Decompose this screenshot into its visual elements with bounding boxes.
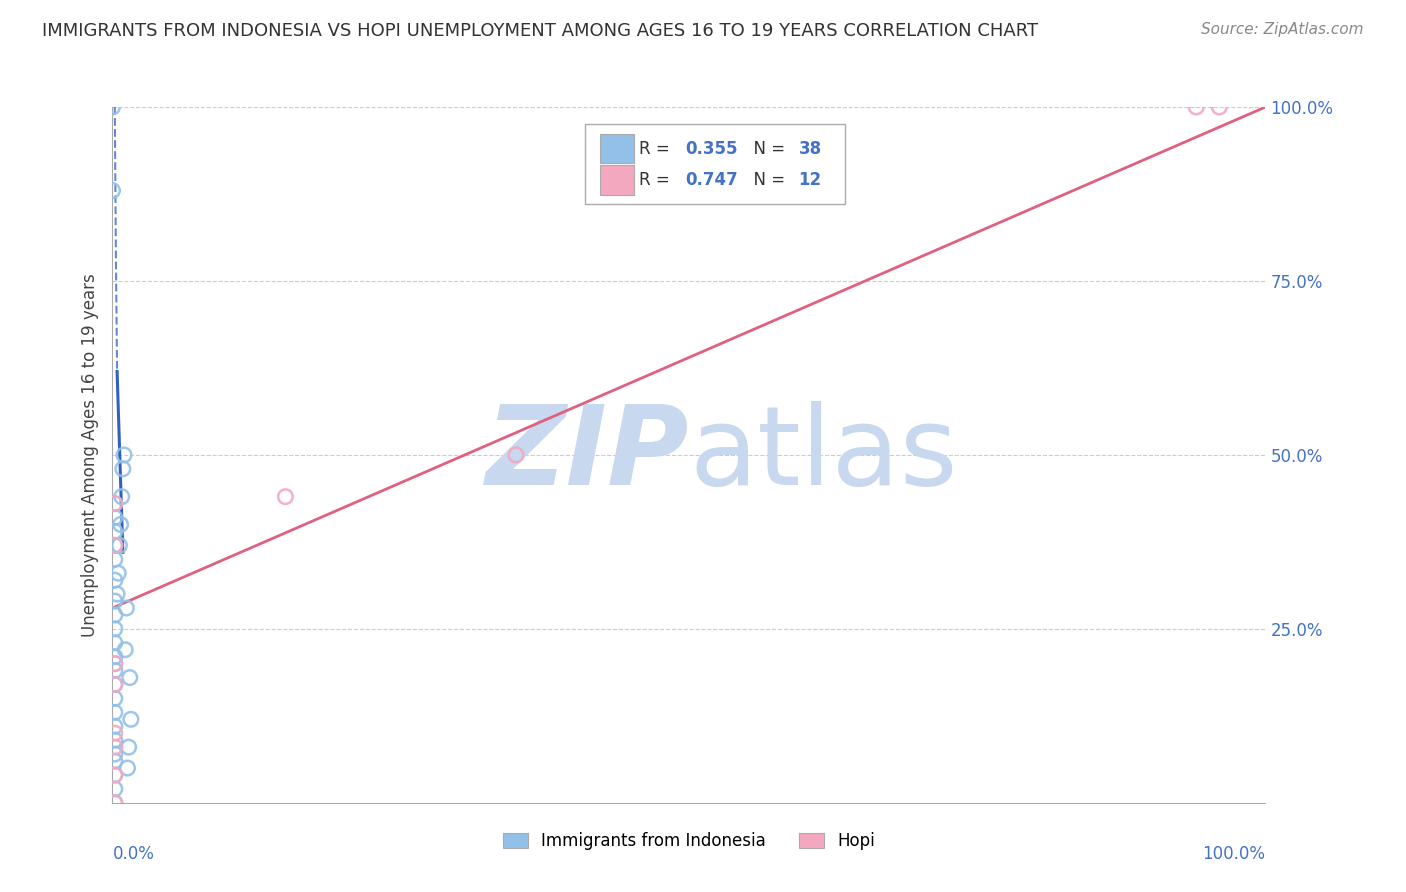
Point	[110, 517, 132, 532]
Point	[104, 657, 127, 671]
Text: atlas: atlas	[689, 401, 957, 508]
Point	[104, 706, 127, 720]
Text: 0.0%: 0.0%	[112, 845, 155, 863]
Point	[104, 796, 127, 810]
Y-axis label: Unemployment Among Ages 16 to 19 years: Unemployment Among Ages 16 to 19 years	[80, 273, 98, 637]
Point	[104, 594, 127, 608]
Point	[104, 510, 127, 524]
Point	[104, 781, 127, 796]
Point	[114, 642, 136, 657]
Point	[104, 796, 127, 810]
Text: IMMIGRANTS FROM INDONESIA VS HOPI UNEMPLOYMENT AMONG AGES 16 TO 19 YEARS CORRELA: IMMIGRANTS FROM INDONESIA VS HOPI UNEMPL…	[42, 22, 1038, 40]
Point	[104, 726, 127, 740]
Point	[111, 490, 134, 504]
Text: 38: 38	[799, 140, 821, 158]
Text: 0.355: 0.355	[686, 140, 738, 158]
Point	[118, 671, 141, 685]
Point	[101, 100, 124, 114]
Point	[101, 184, 124, 198]
Point	[108, 538, 131, 552]
Text: N =: N =	[744, 171, 790, 189]
FancyBboxPatch shape	[585, 124, 845, 204]
Text: 100.0%: 100.0%	[1202, 845, 1265, 863]
Point	[104, 747, 127, 761]
Point	[104, 719, 127, 733]
Text: R =: R =	[640, 140, 675, 158]
Point	[104, 649, 127, 664]
Point	[1208, 100, 1230, 114]
Point	[104, 636, 127, 650]
Point	[104, 538, 127, 552]
Point	[115, 601, 138, 615]
Point	[104, 573, 127, 587]
Point	[104, 677, 127, 691]
Point	[111, 462, 134, 476]
Point	[1185, 100, 1208, 114]
Point	[104, 691, 127, 706]
Point	[104, 664, 127, 678]
Text: N =: N =	[744, 140, 790, 158]
FancyBboxPatch shape	[600, 134, 634, 163]
Point	[117, 761, 139, 775]
Point	[104, 740, 127, 755]
Point	[274, 490, 297, 504]
Point	[104, 497, 127, 511]
Point	[104, 538, 127, 552]
Point	[104, 677, 127, 691]
Point	[104, 768, 127, 782]
Point	[104, 497, 127, 511]
Point	[112, 448, 135, 462]
Text: 12: 12	[799, 171, 821, 189]
Legend: Immigrants from Indonesia, Hopi: Immigrants from Indonesia, Hopi	[496, 826, 882, 857]
Point	[505, 448, 527, 462]
Point	[117, 740, 139, 755]
Text: Source: ZipAtlas.com: Source: ZipAtlas.com	[1201, 22, 1364, 37]
Point	[120, 712, 142, 726]
Point	[104, 768, 127, 782]
Text: ZIP: ZIP	[485, 401, 689, 508]
Point	[104, 622, 127, 636]
Text: R =: R =	[640, 171, 675, 189]
Point	[104, 524, 127, 539]
Point	[104, 657, 127, 671]
Point	[104, 552, 127, 566]
Text: 0.747: 0.747	[686, 171, 738, 189]
Point	[104, 607, 127, 622]
Point	[104, 733, 127, 747]
Point	[105, 587, 128, 601]
Point	[107, 566, 129, 581]
Point	[104, 754, 127, 768]
FancyBboxPatch shape	[600, 166, 634, 194]
